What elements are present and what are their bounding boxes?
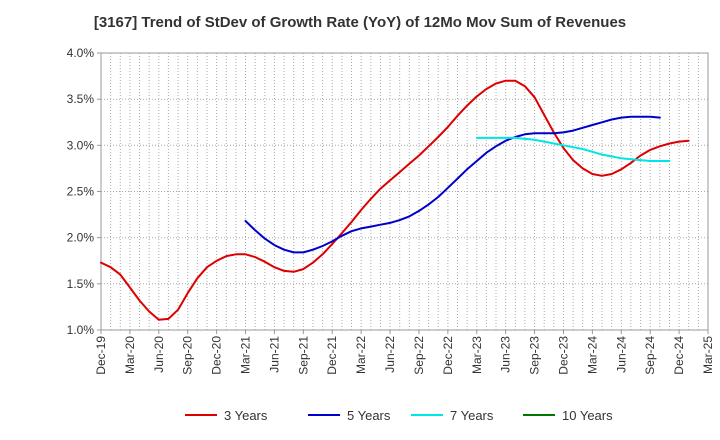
x-tick-label: Mar-22 (354, 336, 368, 374)
x-tick-label: Sep-20 (181, 336, 195, 375)
legend: 3 Years 5 Years 7 Years 10 Years (185, 408, 613, 423)
chart-title: [3167] Trend of StDev of Growth Rate (Yo… (93, 14, 627, 31)
y-tick-label: 2.0% (67, 231, 95, 245)
legend-label: 5 Years (347, 408, 391, 423)
y-tick-label: 1.5% (67, 277, 95, 291)
y-tick-label: 3.5% (67, 92, 95, 106)
grid (101, 52, 708, 331)
x-tick-label: Mar-25 (701, 336, 715, 374)
x-tick-label: Jun-22 (383, 336, 397, 373)
x-tick-label: Mar-24 (585, 336, 599, 374)
legend-label: 10 Years (562, 408, 613, 423)
x-tick-label: Dec-20 (210, 336, 224, 375)
x-tick-label: Sep-23 (528, 336, 542, 375)
x-tick-label: Dec-24 (672, 336, 686, 375)
y-tick-label: 4.0% (67, 46, 95, 60)
series-line-7-years (475, 136, 671, 162)
x-tick-label: Mar-21 (239, 336, 253, 374)
y-axis: 1.0% 1.5% 2.0% 2.5% 3.0% 3.5% 4.0% (67, 46, 101, 337)
series-line-5-years (244, 115, 661, 254)
x-tick-label: Sep-21 (296, 336, 310, 375)
x-tick-label: Dec-21 (325, 336, 339, 375)
x-tick-label: Mar-20 (123, 336, 137, 374)
x-axis: Dec-19 Mar-20 Jun-20 Sep-20 Dec-20 Mar-21 Jun-… (94, 330, 715, 375)
legend-label: 7 Years (450, 408, 494, 423)
x-tick-label: Jun-20 (152, 336, 166, 373)
series-lines (100, 79, 690, 321)
x-tick-label: Jun-24 (614, 336, 628, 373)
x-tick-label: Sep-22 (412, 336, 426, 375)
y-tick-label: 2.5% (67, 185, 95, 199)
x-tick-label: Dec-19 (94, 336, 108, 375)
x-tick-label: Dec-22 (441, 336, 455, 375)
series-line-3-years (100, 79, 690, 321)
x-tick-label: Sep-24 (643, 336, 657, 375)
x-tick-label: Dec-23 (556, 336, 570, 375)
x-tick-label: Jun-23 (499, 336, 513, 373)
x-tick-label: Jun-21 (267, 336, 281, 373)
y-tick-label: 3.0% (67, 138, 95, 152)
y-tick-label: 1.0% (67, 323, 95, 337)
legend-label: 3 Years (224, 408, 268, 423)
x-tick-label: Mar-23 (470, 336, 484, 374)
